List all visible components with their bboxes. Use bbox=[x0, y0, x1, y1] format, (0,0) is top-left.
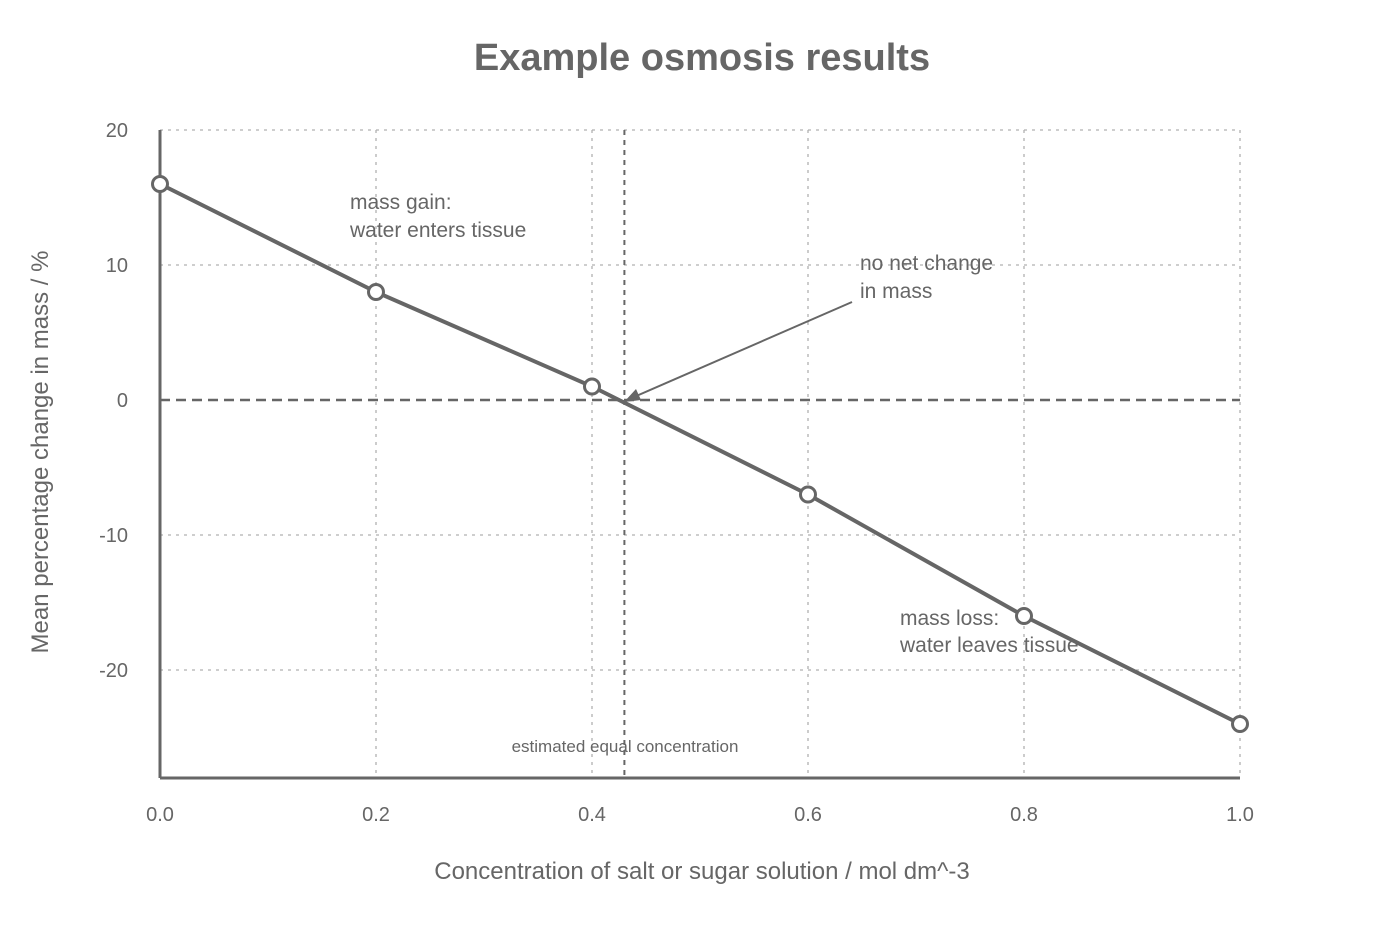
x-tick-label: 0.6 bbox=[794, 804, 822, 826]
annotation-mass-loss-line2: water leaves tissue bbox=[899, 634, 1079, 657]
reference-lines bbox=[160, 130, 1240, 778]
data-point bbox=[1015, 607, 1033, 625]
data-point bbox=[151, 175, 169, 193]
x-tick-label: 0.2 bbox=[362, 804, 390, 826]
annotation-equal-concentration: estimated equal concentration bbox=[512, 737, 739, 756]
x-axis-title: Concentration of salt or sugar solution … bbox=[434, 858, 970, 885]
data-point bbox=[583, 377, 601, 396]
annotation-mass-loss: mass loss: water leaves tissue bbox=[899, 607, 1079, 657]
grid-layer bbox=[160, 129, 1241, 778]
x-tick-label: 0.4 bbox=[578, 804, 606, 826]
y-tick-label: -10 bbox=[99, 525, 128, 547]
x-tick-label: 0.0 bbox=[146, 804, 174, 826]
x-tick-label: 0.8 bbox=[1010, 804, 1038, 826]
x-tick-label: 1.0 bbox=[1226, 804, 1254, 826]
annotation-no-net-change: no net change in mass bbox=[624, 252, 993, 402]
y-tick-labels: 20 10 0 -10 -20 bbox=[99, 120, 128, 682]
axes bbox=[158, 130, 1240, 780]
y-axis-title: Mean percentage change in mass / % bbox=[27, 251, 54, 654]
annotation-mass-gain-line2: water enters tissue bbox=[349, 219, 526, 242]
series-layer bbox=[151, 175, 1249, 733]
y-tick-label: -20 bbox=[99, 660, 128, 682]
data-point bbox=[367, 283, 385, 301]
annotation-arrow-head bbox=[624, 389, 641, 402]
y-tick-label: 10 bbox=[106, 255, 128, 277]
annotation-no-net-change-line2: in mass bbox=[860, 280, 932, 303]
y-tick-label: 0 bbox=[117, 390, 128, 412]
data-point bbox=[1231, 715, 1249, 733]
y-tick-label: 20 bbox=[106, 120, 128, 142]
annotation-mass-gain: mass gain: water enters tissue bbox=[349, 191, 526, 242]
x-tick-labels: 0.0 0.2 0.4 0.6 0.8 1.0 bbox=[146, 804, 1254, 826]
annotation-arrow-shaft bbox=[633, 301, 853, 398]
series-line bbox=[159, 182, 1241, 726]
annotation-no-net-change-line1: no net change bbox=[860, 252, 993, 275]
annotation-mass-gain-line1: mass gain: bbox=[350, 191, 452, 214]
chart-title: Example osmosis results bbox=[474, 37, 930, 79]
data-point bbox=[799, 485, 817, 504]
annotation-mass-loss-line1: mass loss: bbox=[900, 607, 999, 630]
